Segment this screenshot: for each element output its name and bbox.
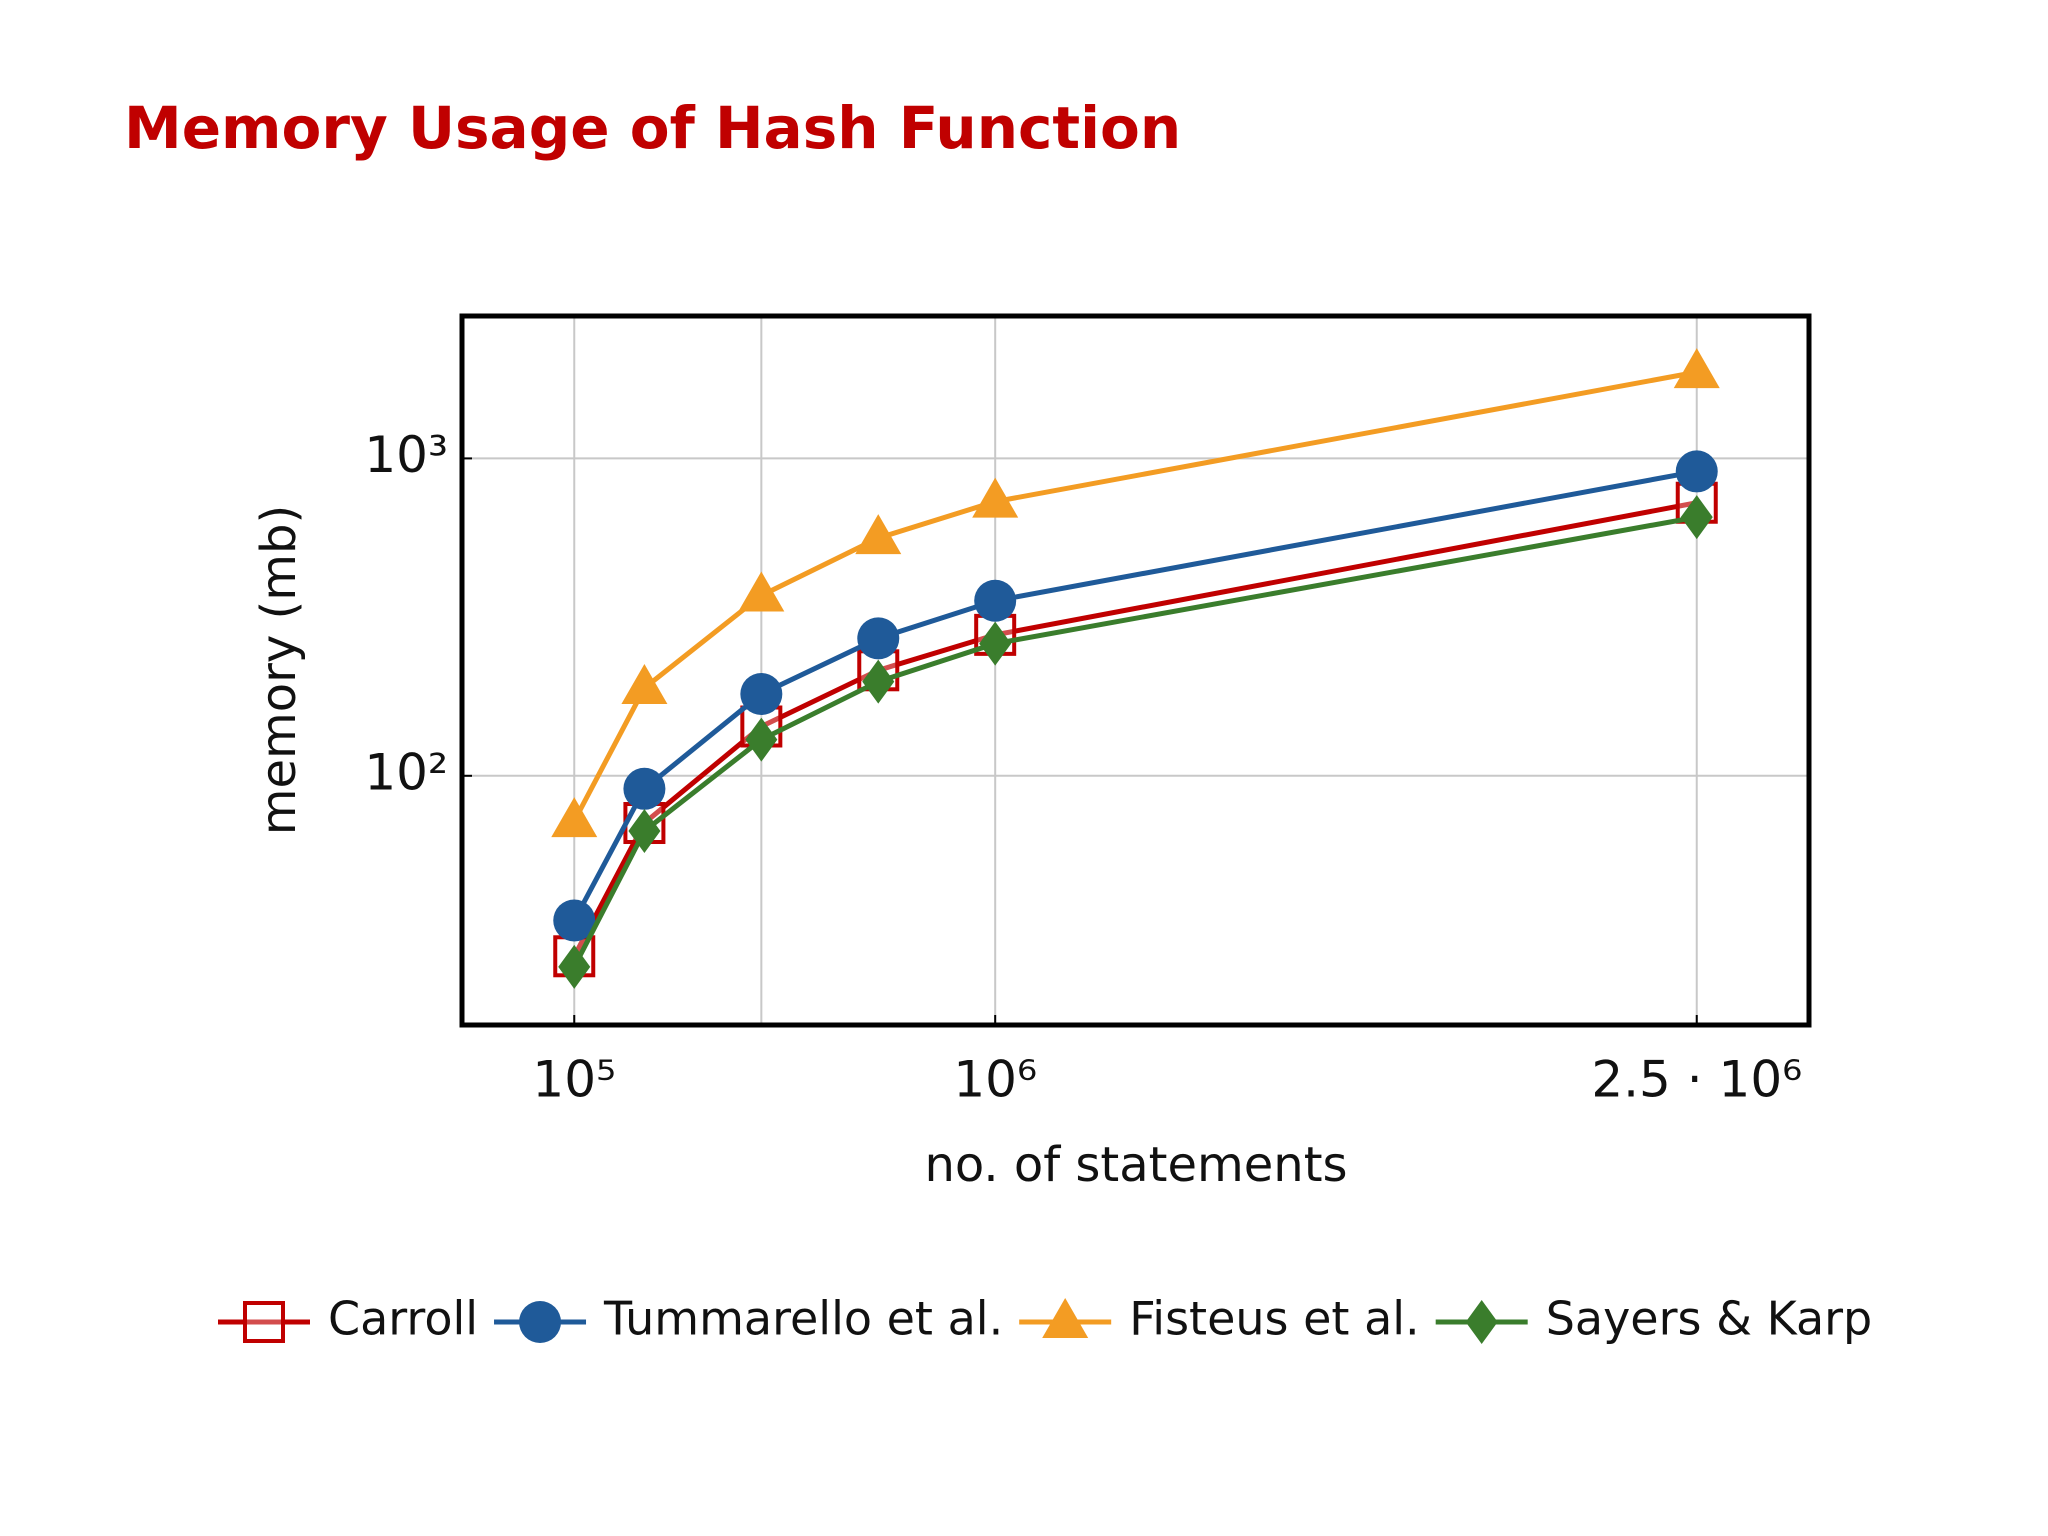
x-tick-label: 10⁶ [953, 1051, 1037, 1109]
marker [553, 899, 596, 942]
legend-label: Sayers & Karp [1546, 1292, 1873, 1346]
legend-label: Carroll [328, 1292, 478, 1346]
marker [623, 767, 666, 810]
chart-title: Memory Usage of Hash Function [124, 94, 1181, 162]
series-line [572, 369, 1698, 823]
marker [855, 514, 902, 555]
marker [745, 717, 778, 762]
marker [551, 797, 598, 838]
y-tick-label: 10³ [364, 426, 448, 484]
legend-marker [243, 1301, 285, 1343]
marker [974, 579, 1017, 622]
y-tick-label: 10² [364, 743, 448, 801]
marker [1680, 495, 1713, 540]
plot-frame [459, 313, 1812, 1028]
marker [1673, 348, 1720, 389]
x-tick-label: 2.5 · 10⁶ [1591, 1051, 1802, 1109]
marker [621, 664, 668, 705]
series-line [572, 468, 1698, 922]
marker [857, 617, 900, 660]
marker [558, 944, 591, 989]
x-tick-label: 10⁵ [532, 1051, 616, 1109]
y-axis-label: memory (mb) [251, 505, 307, 836]
series-line [572, 500, 1698, 958]
legend-marker [1465, 1300, 1498, 1344]
marker [740, 673, 783, 716]
marker [979, 621, 1012, 666]
legend-label: Tummarello et al. [603, 1292, 1003, 1346]
marker [972, 477, 1019, 518]
series-line [572, 514, 1698, 969]
marker [738, 571, 785, 612]
marker [862, 659, 895, 704]
legend-marker [519, 1301, 562, 1343]
marker [1675, 450, 1718, 493]
legend-label: Fisteus et al. [1129, 1292, 1420, 1346]
x-axis-label: no. of statements [924, 1137, 1347, 1193]
legend-marker [1042, 1298, 1089, 1338]
marker [628, 809, 661, 854]
